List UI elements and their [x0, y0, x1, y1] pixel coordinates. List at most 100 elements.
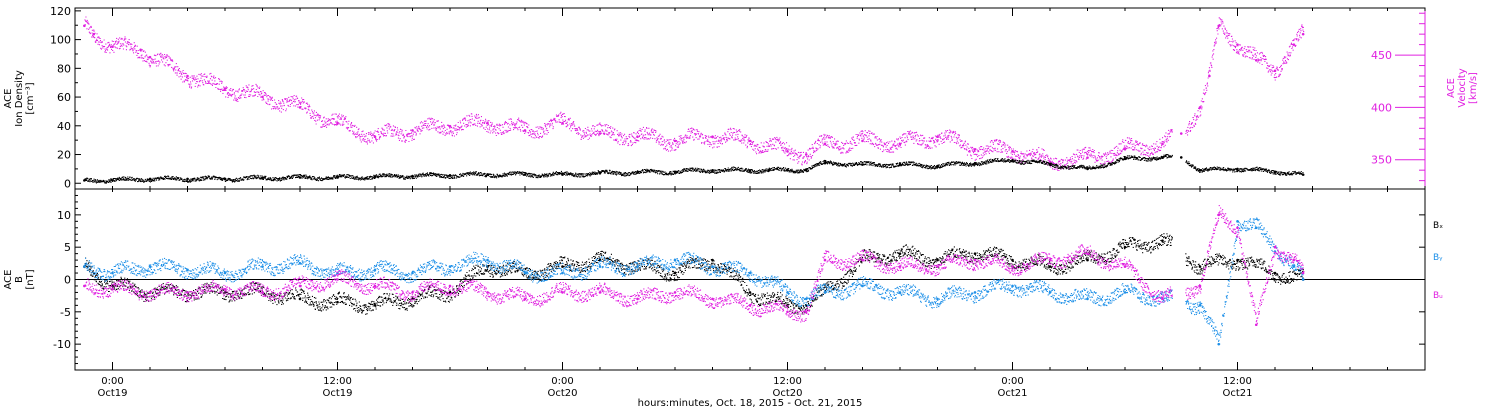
density-tick-label: 120 [50, 5, 71, 18]
velocity-label-line: [km/s] [1468, 72, 1479, 104]
velocity-series-point [936, 135, 939, 138]
field-series-1-point [1086, 297, 1089, 301]
velocity-label-line: Velocity [1457, 68, 1468, 107]
field-series-1-point [83, 265, 86, 268]
density-series-texture [84, 153, 1305, 184]
field-series-2-point [1198, 284, 1202, 288]
density-series-point [823, 161, 827, 165]
field-tick-label: 0 [64, 274, 71, 287]
density-tick-label: 100 [50, 34, 71, 47]
density-label-line: ACE [3, 89, 14, 109]
field-series-1-point [261, 265, 264, 268]
density-tick-label: 0 [64, 177, 71, 190]
field-series-2-point [523, 297, 527, 301]
field-series-2-point [411, 291, 414, 294]
field-series-2-point [448, 284, 452, 288]
field-series-2-point [1273, 245, 1277, 249]
field-series-1-point [1217, 342, 1221, 346]
velocity-series-point [598, 132, 602, 135]
x-tick-date: Oct21 [1222, 388, 1252, 399]
density-tick-label: 40 [57, 120, 71, 133]
density-label-line: [cm⁻³] [25, 82, 36, 114]
velocity-series-point [336, 121, 339, 125]
field-series-2-point [1254, 323, 1258, 327]
density-tick-label: 80 [57, 62, 71, 75]
field-label-line: [nT] [25, 269, 36, 289]
field-series-1-point [411, 271, 414, 275]
field-series-2-point [786, 310, 789, 314]
velocity-series-point [861, 139, 864, 143]
field-series-1-point [598, 265, 602, 268]
field-tick-label: 5 [64, 241, 71, 254]
x-tick-time: 0:00 [1001, 376, 1023, 387]
bottom-data [83, 205, 1305, 346]
velocity-series-point [1086, 156, 1089, 159]
field-series-1-point [148, 265, 152, 268]
field-label-line: B [14, 276, 25, 283]
field-series-2-point [1161, 297, 1164, 301]
field-series-0-point [1011, 258, 1014, 262]
x-tick-time: 12:00 [773, 376, 802, 387]
legend-label: Bᵧ [1433, 253, 1443, 263]
velocity-series-point [636, 135, 639, 138]
x-tick-time: 12:00 [323, 376, 352, 387]
x-tick-time: 0:00 [101, 376, 123, 387]
field-series-0-point [898, 252, 902, 255]
field-series-2-point [261, 291, 264, 294]
density-series-point [1179, 156, 1183, 159]
velocity-series-point [1301, 32, 1305, 36]
field-series-0-point [561, 265, 564, 268]
time-axis: 0:00Oct1912:00Oct190:00Oct2012:00Oct200:… [74, 8, 1426, 399]
field-series-0-point [1236, 258, 1239, 262]
field-series-1-point [373, 268, 377, 272]
field-series-2-texture [84, 205, 1305, 324]
density-axis-label: ACE Ion Density [cm⁻³] [3, 70, 36, 127]
x-tick-date: Oct19 [97, 388, 127, 399]
field-series-2-point [1301, 271, 1305, 275]
x-tick-time: 12:00 [1223, 376, 1252, 387]
density-label-line: Ion Density [14, 70, 25, 127]
field-series-0-texture [84, 233, 1305, 315]
x-tick-date: Oct21 [997, 388, 1027, 399]
velocity-axis-label: ACE Velocity [km/s] [1446, 68, 1479, 107]
density-tick-label: 20 [57, 149, 71, 162]
field-series-2-point [804, 310, 808, 314]
field-series-1-texture [84, 217, 1305, 345]
field-tick-label: -10 [53, 338, 71, 351]
field-axis-label: ACE B [nT] [3, 269, 36, 289]
field-series-2-point [1236, 226, 1239, 230]
legend-label: Bₓ [1433, 221, 1443, 231]
x-tick-date: Oct20 [547, 388, 577, 399]
top-data [83, 16, 1305, 184]
field-series-1-point [936, 297, 939, 301]
field-series-2-point [1011, 265, 1014, 268]
x-tick-date: Oct19 [322, 388, 352, 399]
field-series-2-point [973, 258, 977, 262]
field-series-1-point [486, 258, 489, 262]
velocity-tick-label: 350 [1371, 154, 1392, 167]
field-series-0-point [336, 300, 339, 304]
field-series-0-point [1123, 245, 1127, 249]
velocity-series-point [92, 32, 96, 36]
field-series-1-point [973, 291, 977, 294]
velocity-series-point [1011, 150, 1014, 153]
velocity-tick-label: 450 [1371, 49, 1392, 62]
x-tick-date: Oct20 [772, 388, 802, 399]
x-tick-time: 0:00 [551, 376, 573, 387]
density-tick-label: 60 [57, 91, 71, 104]
field-label-line: ACE [3, 270, 14, 290]
top-panel-frame [74, 7, 1426, 190]
velocity-series-point [1179, 132, 1183, 135]
velocity-series-texture [84, 16, 1305, 172]
velocity-series-point [186, 74, 189, 78]
magnetic-field-panel: -10 -5 0 5 10 ACE B [nT] Bₓ Bᵧ Bᵤ [3, 188, 1443, 371]
x-axis-title: hours:minutes, Oct. 18, 2015 - Oct. 21, … [638, 398, 863, 409]
field-series-2-point [336, 278, 339, 281]
field-tick-label: -5 [60, 306, 71, 319]
legend-label: Bᵤ [1433, 291, 1443, 301]
velocity-tick-label: 400 [1371, 101, 1392, 114]
field-tick-label: 10 [57, 209, 71, 222]
velocity-label-line: ACE [1446, 78, 1457, 98]
